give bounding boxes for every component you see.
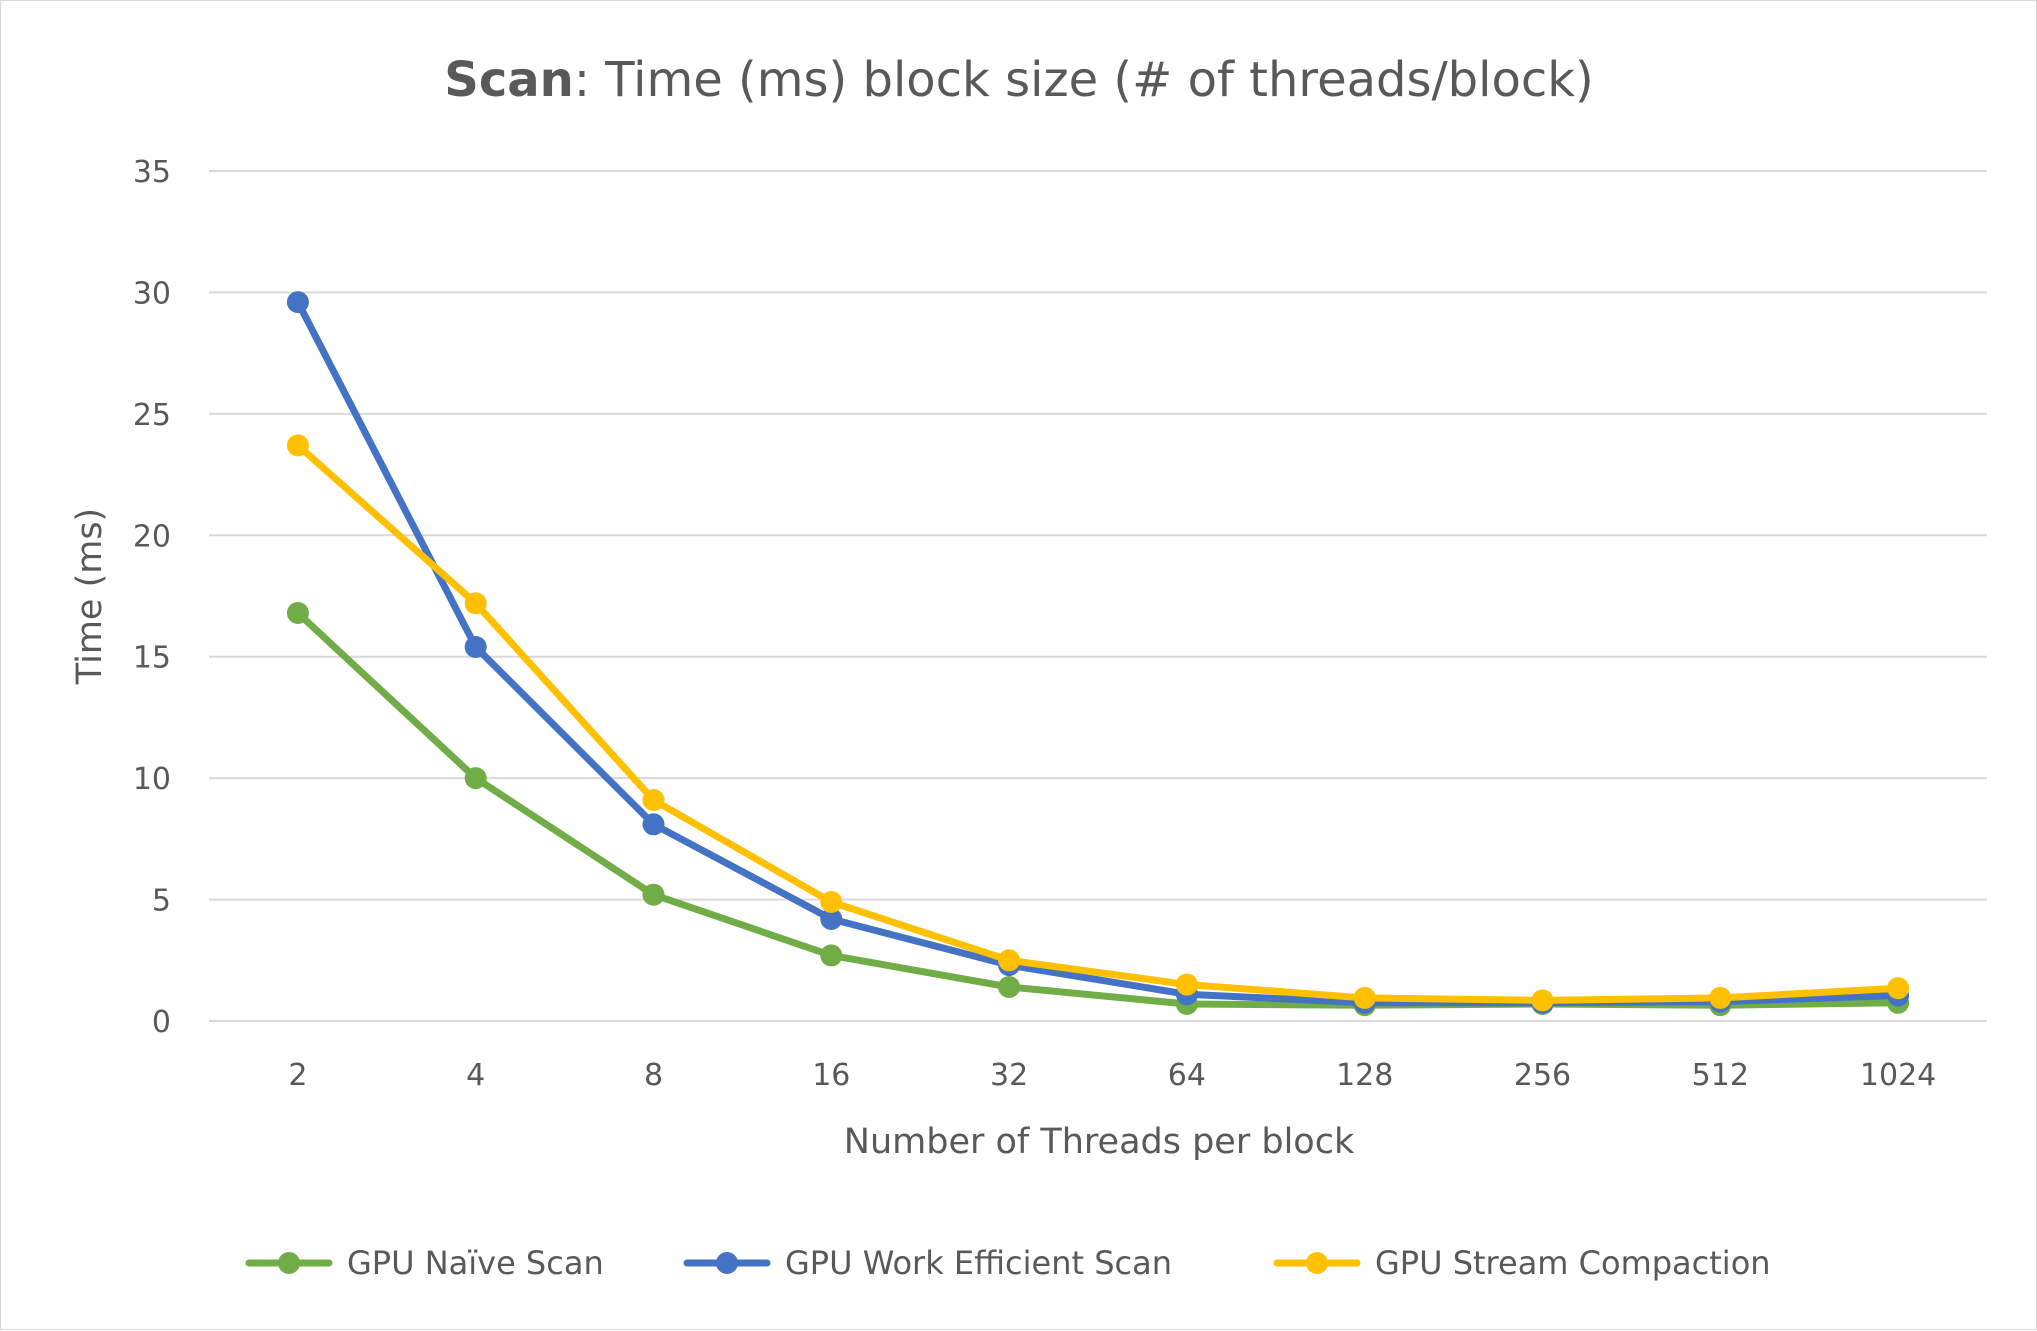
chart-title: Scan: Time (ms) block size (# of threads… — [444, 52, 1594, 108]
chart-title-bold: Scan — [444, 52, 574, 108]
legend-label: GPU Stream Compaction — [1375, 1244, 1771, 1282]
data-point — [1175, 973, 1198, 996]
y-tick-label: 10 — [133, 762, 171, 797]
y-tick-label: 5 — [152, 884, 171, 919]
x-tick-label: 256 — [1514, 1058, 1571, 1093]
series-2 — [286, 291, 1910, 1014]
legend-label: GPU Naïve Scan — [347, 1244, 604, 1282]
x-tick-label: 128 — [1336, 1058, 1393, 1093]
data-point — [820, 908, 843, 930]
data-point — [820, 891, 843, 913]
x-tick-label: 512 — [1692, 1058, 1749, 1093]
data-point — [286, 291, 309, 314]
x-tick-labels: 2 4 8 16 32 64 128 256 512 1024 — [288, 1058, 1936, 1093]
y-tick-label: 0 — [152, 1005, 171, 1040]
gridlines — [209, 170, 1987, 1022]
data-point — [1353, 986, 1376, 1009]
y-tick-label: 30 — [133, 276, 171, 311]
y-tick-labels: 0 5 10 15 20 25 30 35 — [133, 155, 171, 1040]
y-tick-label: 20 — [133, 519, 171, 554]
data-point — [464, 592, 487, 615]
x-tick-label: 8 — [644, 1058, 663, 1093]
data-point — [286, 434, 309, 457]
legend: GPU Naïve Scan GPU Work Efficient Scan GPU… — [245, 1244, 1771, 1282]
series-3 — [286, 434, 1910, 1012]
data-point — [642, 789, 665, 811]
legend-item: GPU Work Efficient Scan — [683, 1244, 1172, 1282]
data-point — [1531, 989, 1554, 1012]
legend-swatch-marker — [278, 1252, 300, 1274]
data-point — [1709, 986, 1732, 1009]
data-point — [998, 949, 1021, 972]
x-tick-label: 32 — [990, 1058, 1028, 1093]
x-tick-label: 16 — [812, 1058, 850, 1093]
legend-label: GPU Work Efficient Scan — [785, 1244, 1172, 1282]
data-point — [820, 944, 843, 967]
x-tick-label: 4 — [466, 1058, 485, 1093]
series-group — [286, 291, 1910, 1017]
y-axis-title: Time (ms) — [70, 508, 110, 685]
chart-title-rest: : Time (ms) block size (# of threads/blo… — [574, 52, 1594, 108]
data-point — [464, 636, 487, 658]
data-point — [464, 767, 487, 790]
legend-item: GPU Naïve Scan — [245, 1244, 604, 1282]
data-point — [998, 976, 1021, 998]
y-tick-label: 35 — [133, 155, 171, 190]
data-point — [286, 602, 309, 624]
series-line — [294, 298, 1902, 1007]
data-point — [642, 883, 665, 906]
legend-item: GPU Stream Compaction — [1273, 1244, 1771, 1282]
y-tick-label: 15 — [133, 641, 171, 676]
data-point — [1887, 977, 1910, 1000]
x-tick-label: 1024 — [1860, 1058, 1936, 1093]
series-line — [294, 441, 1902, 1004]
x-axis-title: Number of Threads per block — [844, 1122, 1355, 1162]
x-tick-label: 64 — [1168, 1058, 1206, 1093]
y-tick-label: 25 — [133, 398, 171, 433]
x-tick-label: 2 — [288, 1058, 307, 1093]
legend-swatch-marker — [1306, 1252, 1328, 1274]
data-point — [642, 813, 665, 836]
legend-swatch-marker — [716, 1252, 738, 1274]
